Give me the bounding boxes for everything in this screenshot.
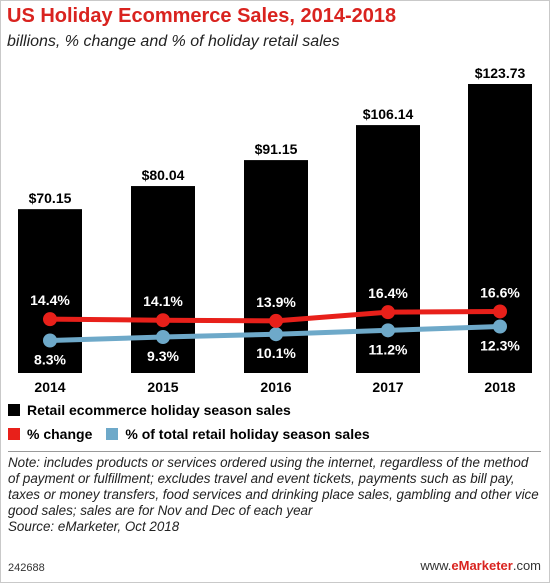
legend-label-sales: Retail ecommerce holiday season sales: [27, 402, 291, 418]
brand-prefix: www.: [420, 558, 452, 573]
change-point: [493, 304, 507, 319]
share-value-label: 12.3%: [480, 338, 520, 354]
footnote: Note: includes products or services orde…: [8, 455, 543, 535]
change-value-label: 16.6%: [480, 284, 520, 300]
legend-label-share: % of total retail holiday season sales: [125, 426, 370, 442]
share-point: [156, 330, 170, 344]
chart-id: 242688: [8, 562, 45, 574]
brand-name: eMarketer: [451, 558, 513, 573]
footer-divider: [8, 451, 541, 452]
share-value-label: 11.2%: [369, 341, 408, 357]
legend-swatch-share: [106, 428, 119, 440]
change-point: [269, 313, 283, 328]
legend-label-change: % change: [27, 426, 93, 442]
legend-sales: Retail ecommerce holiday season sales: [8, 401, 291, 419]
x-tick-label: 2018: [484, 379, 515, 395]
chart-plot: $70.15 $80.04 $91.15 $106.14 $123.73 8.3% 9.3%…: [18, 65, 532, 395]
brand-suffix: .com: [512, 558, 541, 573]
x-tick-label: 2014: [34, 379, 65, 395]
chart-title: US Holiday Ecommerce Sales, 2014-2018: [7, 5, 397, 27]
change-value-label: 13.9%: [256, 294, 296, 310]
share-value-label: 10.1%: [256, 345, 296, 361]
share-point: [43, 333, 57, 348]
bar-value-label: $91.15: [255, 141, 298, 157]
source-text: Source: eMarketer, Oct 2018: [8, 519, 180, 534]
change-value-label: 16.4%: [368, 285, 408, 301]
share-point: [381, 323, 395, 338]
x-tick-label: 2017: [372, 379, 403, 395]
brand-link[interactable]: www.eMarketer.com: [420, 558, 541, 573]
bar-value-label: $70.15: [29, 190, 72, 206]
chart-subtitle: billions, % change and % of holiday reta…: [7, 33, 340, 50]
bar-value-label: $123.73: [475, 65, 526, 81]
share-point: [493, 319, 507, 334]
legend-swatch-sales: [8, 404, 20, 416]
share-value-label: 8.3%: [34, 352, 66, 368]
share-point: [269, 327, 283, 342]
share-value-label: 9.3%: [147, 348, 179, 364]
legend-swatch-change: [8, 428, 20, 440]
bar-value-label: $80.04: [142, 167, 185, 183]
change-value-label: 14.4%: [30, 292, 70, 308]
change-point: [381, 305, 395, 320]
bar-2015: [131, 186, 195, 373]
x-tick-label: 2016: [260, 379, 291, 395]
note-text: Note: includes products or services orde…: [8, 455, 539, 518]
bar-value-label: $106.14: [363, 106, 414, 122]
change-value-label: 14.1%: [143, 293, 183, 309]
legend-lines: % change % of total retail holiday seaso…: [8, 425, 370, 443]
bar-2014: [18, 209, 82, 373]
change-point: [43, 312, 57, 327]
change-point: [156, 313, 170, 328]
x-tick-label: 2015: [147, 379, 178, 395]
